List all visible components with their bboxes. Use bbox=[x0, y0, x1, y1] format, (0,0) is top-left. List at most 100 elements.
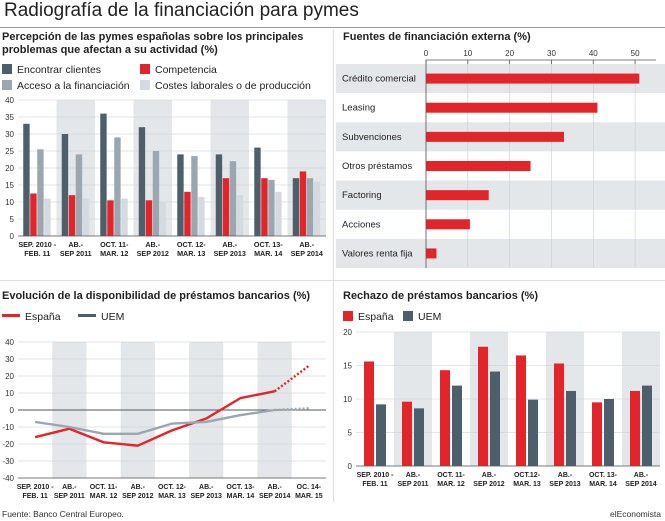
chart4-plot: 0 5 10 15 20 SEP. 2010 - FEB. 11 AB.- SEP 2011 OC… bbox=[343, 328, 660, 488]
x-tick-label: OC. 14- bbox=[297, 484, 322, 491]
x-tick-label: 10 bbox=[463, 49, 472, 58]
y-tick-label: 15 bbox=[343, 362, 352, 371]
category-label: Crédito comercial bbox=[342, 74, 416, 85]
y-tick-label: 20 bbox=[5, 164, 14, 173]
bar bbox=[592, 402, 602, 466]
legend-item-uem: UEM bbox=[403, 311, 441, 323]
x-tick-label: MAR. 15 bbox=[295, 493, 323, 500]
panel-divider-horizontal bbox=[0, 280, 665, 281]
x-tick-label: MAR. 14 bbox=[589, 481, 617, 488]
bar bbox=[198, 196, 205, 236]
y-tick-label: 15 bbox=[5, 181, 14, 190]
bar bbox=[121, 198, 128, 236]
x-tick-label: AB.- bbox=[68, 240, 83, 249]
category-band bbox=[336, 238, 665, 268]
y-tick-label: 5 bbox=[348, 429, 353, 438]
bar bbox=[426, 161, 531, 171]
bar bbox=[426, 190, 489, 201]
bar bbox=[528, 399, 538, 466]
bar bbox=[229, 161, 237, 236]
title-rule bbox=[0, 27, 665, 28]
bar bbox=[566, 390, 576, 466]
series-line bbox=[34, 408, 275, 436]
legend-item-espana: España bbox=[343, 311, 394, 323]
x-tick-label: 30 bbox=[547, 49, 556, 58]
x-tick-label: OCT. 12- bbox=[158, 484, 187, 491]
page-title: Radiografía de la financiación para pyme… bbox=[4, 0, 359, 21]
bar bbox=[261, 178, 268, 236]
chart3-title: Evolución de la disponibilidad de présta… bbox=[2, 290, 311, 302]
x-tick-label: MAR. 14 bbox=[227, 493, 255, 500]
x-tick-label: FEB. 11 bbox=[22, 493, 47, 500]
bar bbox=[275, 191, 282, 236]
y-tick-label: 20 bbox=[343, 328, 352, 337]
bar bbox=[426, 131, 564, 142]
bar bbox=[100, 113, 107, 236]
x-tick-label: SEP 2013 bbox=[214, 249, 246, 258]
x-tick-label: SEP 2011 bbox=[54, 493, 85, 500]
chart2-title: Fuentes de financiación externa (%) bbox=[343, 31, 531, 43]
bar bbox=[414, 408, 424, 466]
y-tick-label: 30 bbox=[5, 355, 14, 364]
x-tick-label: OCT. 13- bbox=[589, 472, 618, 479]
legend-line bbox=[2, 314, 20, 317]
panel-divider-vertical bbox=[333, 30, 334, 502]
legend-item-espana: España bbox=[2, 311, 61, 323]
x-tick-label: MAR. 13 bbox=[158, 493, 186, 500]
chart1-legend: Encontrar clientes Competencia Acceso a … bbox=[2, 64, 332, 94]
chart2-plot: 0 10 20 30 40 50 Crédito comercial Leasing Subve… bbox=[336, 49, 665, 268]
x-tick-label: MAR. 13 bbox=[177, 249, 205, 258]
x-tick-label: MAR. 13 bbox=[513, 481, 541, 488]
legend-swatch bbox=[2, 80, 12, 90]
x-tick-label: AB.- bbox=[406, 472, 421, 479]
x-tick-label: SEP 2012 bbox=[137, 249, 169, 258]
bar bbox=[268, 179, 275, 236]
y-tick-label: 10 bbox=[5, 198, 14, 207]
legend-swatch bbox=[343, 311, 353, 321]
x-tick-label: AB.- bbox=[634, 472, 649, 479]
x-tick-label: AB.- bbox=[145, 240, 160, 249]
x-tick-label: OCT. 11- bbox=[100, 240, 129, 249]
legend-item-costes: Costes laborales o de producción bbox=[140, 80, 311, 92]
bar bbox=[177, 154, 184, 236]
legend-line bbox=[78, 314, 96, 317]
bar bbox=[145, 200, 153, 236]
category-label: Subvenciones bbox=[342, 132, 402, 143]
x-tick-label: SEP 2012 bbox=[473, 481, 505, 488]
x-tick-label: MAR. 12 bbox=[437, 481, 465, 488]
y-tick-label: -10 bbox=[2, 423, 14, 432]
bar bbox=[215, 154, 223, 236]
bar bbox=[30, 193, 37, 236]
y-tick-label: 35 bbox=[5, 113, 14, 122]
bar bbox=[75, 154, 83, 236]
bar bbox=[107, 200, 114, 236]
x-tick-label: 0 bbox=[424, 49, 429, 58]
bar bbox=[426, 102, 598, 113]
x-tick-label: SEP 2013 bbox=[549, 481, 581, 488]
bar bbox=[554, 363, 564, 466]
y-tick-label: 0 bbox=[10, 406, 15, 415]
y-tick-label: 10 bbox=[5, 389, 14, 398]
x-tick-label: AB.- bbox=[482, 472, 497, 479]
chart3-legend: España UEM bbox=[2, 311, 302, 325]
x-tick-label: OCT. 11- bbox=[90, 484, 118, 491]
x-tick-label: OCT. 11- bbox=[437, 472, 465, 479]
bar bbox=[402, 401, 412, 466]
x-tick-label: AB.- bbox=[558, 472, 573, 479]
legend-item-financiacion: Acceso a la financiación bbox=[2, 80, 130, 92]
x-tick-label: SEP 2011 bbox=[60, 249, 92, 258]
legend-swatch bbox=[403, 311, 413, 321]
bar bbox=[364, 361, 374, 466]
x-tick-label: AB.- bbox=[199, 484, 214, 491]
x-tick-label: SEP 2014 bbox=[259, 493, 291, 500]
legend-item-uem: UEM bbox=[78, 311, 124, 323]
bar bbox=[254, 147, 261, 236]
category-band bbox=[336, 180, 665, 210]
y-tick-label: 30 bbox=[5, 130, 14, 139]
bar bbox=[222, 178, 230, 236]
series-line-projection bbox=[274, 407, 309, 412]
y-tick-label: 5 bbox=[10, 215, 15, 224]
chart1-title: Percepción de las pymes españolas sobre … bbox=[2, 31, 304, 56]
legend-item-clientes: Encontrar clientes bbox=[2, 64, 101, 76]
